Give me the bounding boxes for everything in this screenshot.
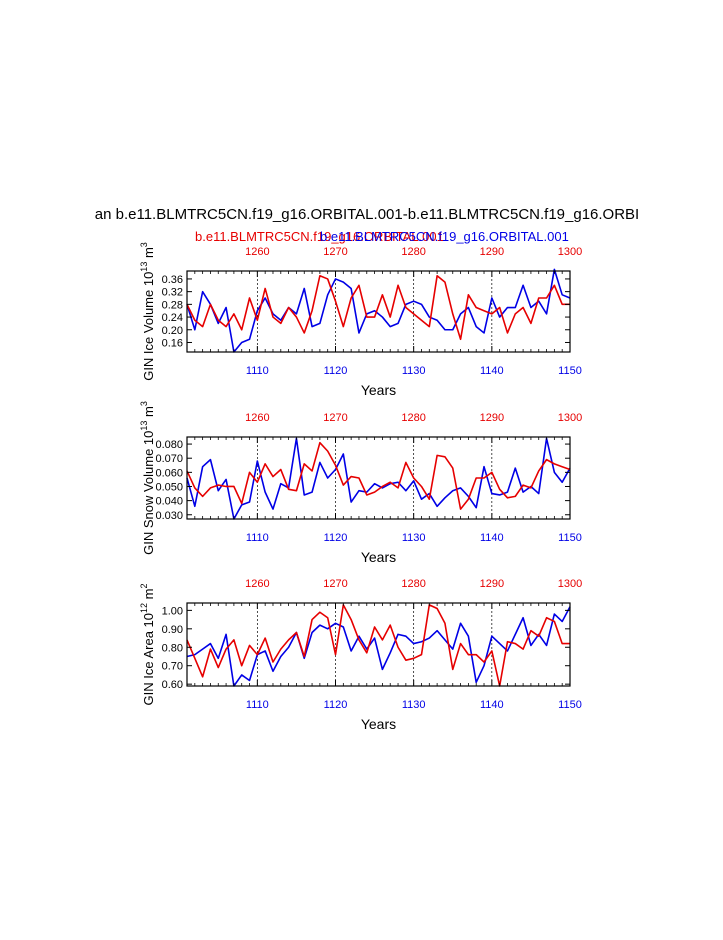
x-tick-label-bottom: 1150 — [558, 699, 582, 711]
x-tick-label-top: 1280 — [401, 246, 425, 258]
plot-frame — [186, 270, 571, 353]
x-tick-label-top: 1280 — [401, 578, 425, 590]
x-tick-label-top: 1300 — [558, 578, 582, 590]
x-tick-label-top: 1290 — [480, 578, 504, 590]
chart-panel-2: 0.030 0.040 0.050 0.060 0.070 0.080 1110 1120 11… — [139, 401, 582, 565]
x-tick-label-top: 1300 — [558, 412, 582, 424]
y-tick-label: 0.070 — [155, 453, 183, 465]
x-tick-label-bottom: 1130 — [402, 532, 426, 544]
x-tick-label-bottom: 1110 — [246, 699, 269, 711]
series-line-red — [186, 441, 571, 510]
series-line-red — [186, 274, 570, 341]
x-tick-label-top: 1300 — [558, 246, 582, 258]
legend-blue-label: b.e11.BLMTRC5CN.f19_g16.ORBITAL.001 — [320, 229, 569, 244]
y-tick-label: 0.050 — [155, 481, 183, 493]
series-line-red — [186, 604, 570, 687]
y-tick-label: 0.80 — [162, 642, 183, 654]
legend-red-label: b.e11.BLMTRC5CN.f19_g16.ORBITAL.001 — [195, 229, 444, 244]
x-tick-label-bottom: 1130 — [402, 365, 426, 377]
x-axis-label: Years — [361, 382, 396, 398]
x-tick-label-top: 1260 — [245, 412, 269, 424]
y-tick-label: 0.28 — [162, 299, 183, 311]
x-tick-label-bottom: 1140 — [480, 365, 504, 377]
figure-title: an b.e11.BLMTRC5CN.f19_g16.ORBITAL.001-b… — [95, 206, 639, 223]
y-axis-label: GIN Ice Volume 1013 m3 — [139, 242, 156, 381]
x-tick-label-bottom: 1110 — [246, 532, 269, 544]
y-tick-label: 0.24 — [162, 312, 183, 324]
y-tick-label: 0.060 — [155, 467, 183, 479]
y-axis-label: GIN Ice Area 1012 m2 — [139, 584, 156, 706]
x-axis-label: Years — [361, 549, 396, 565]
x-tick-label-top: 1290 — [480, 246, 504, 258]
series-line-blue — [186, 437, 571, 520]
y-tick-label: 0.16 — [162, 337, 183, 349]
plot-frame — [186, 436, 571, 520]
x-tick-label-bottom: 1140 — [480, 699, 504, 711]
x-tick-label-bottom: 1120 — [324, 532, 348, 544]
y-tick-label: 0.040 — [155, 496, 183, 508]
y-tick-label: 0.90 — [162, 624, 183, 636]
x-tick-label-bottom: 1120 — [324, 365, 348, 377]
x-tick-label-bottom: 1120 — [324, 699, 348, 711]
x-tick-label-bottom: 1110 — [246, 365, 269, 377]
x-axis-label: Years — [361, 716, 396, 732]
y-tick-label: 0.70 — [162, 661, 183, 673]
series-line-blue — [186, 268, 571, 353]
chart-panel-3: 0.60 0.70 0.80 0.90 1.00 1110 1120 1130 1140 1150… — [139, 578, 582, 732]
x-tick-label-bottom: 1130 — [402, 699, 426, 711]
x-tick-label-top: 1270 — [323, 246, 347, 258]
x-tick-label-top: 1270 — [323, 412, 347, 424]
x-tick-label-top: 1260 — [245, 578, 269, 590]
y-tick-label: 0.36 — [162, 274, 183, 286]
x-tick-label-top: 1290 — [480, 412, 504, 424]
y-tick-label: 0.080 — [155, 439, 183, 451]
plot-frame — [186, 602, 571, 687]
x-tick-label-bottom: 1150 — [558, 532, 582, 544]
y-axis-label: GIN Snow Volume 1013 m3 — [139, 401, 156, 555]
x-tick-label-bottom: 1150 — [558, 365, 582, 377]
y-tick-label: 1.00 — [162, 605, 183, 617]
y-tick-label: 0.60 — [162, 679, 183, 691]
y-tick-label: 0.32 — [162, 287, 183, 299]
series-line-blue — [186, 606, 571, 687]
x-tick-label-top: 1280 — [401, 412, 425, 424]
chart-panel-1: 0.160.200.240.280.320.36 1110 1120 1130 1140… — [139, 242, 582, 398]
x-tick-label-bottom: 1140 — [480, 532, 504, 544]
x-tick-label-top: 1260 — [245, 246, 269, 258]
x-tick-label-top: 1270 — [323, 578, 347, 590]
y-tick-label: 0.20 — [162, 325, 183, 337]
y-tick-label: 0.030 — [155, 510, 183, 522]
